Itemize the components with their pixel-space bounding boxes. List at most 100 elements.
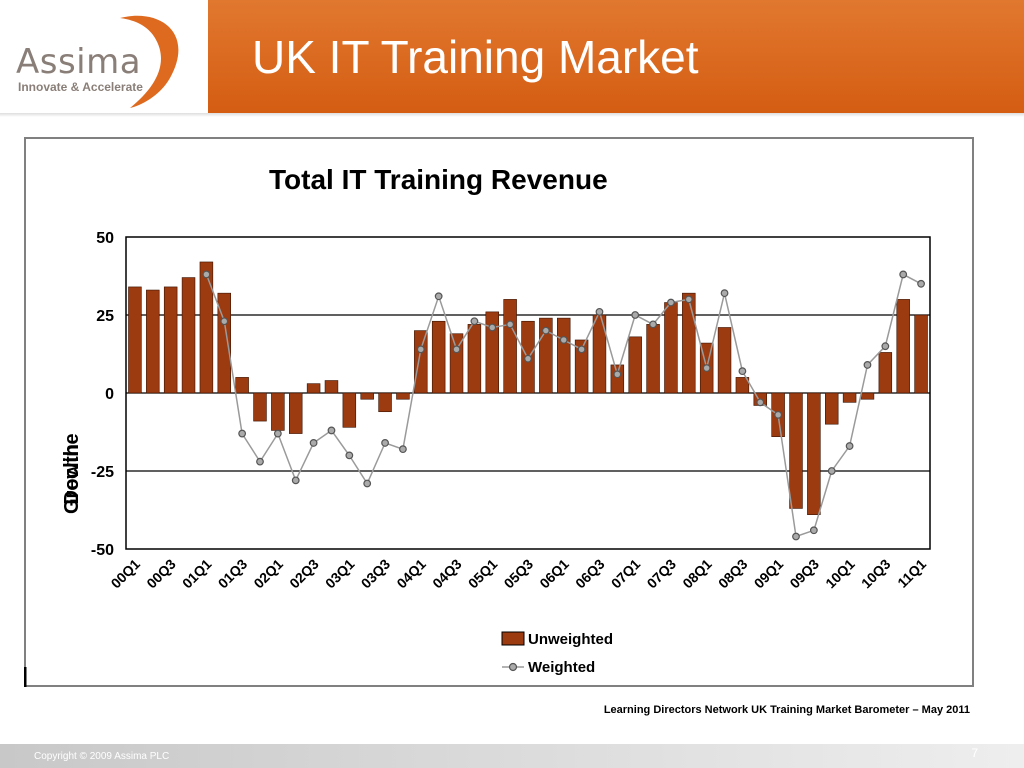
logo-name: Assima (16, 42, 142, 82)
point (541, 326, 550, 335)
point (720, 289, 729, 298)
bar (878, 352, 893, 394)
bar (628, 336, 642, 394)
bar (360, 392, 374, 400)
y-tick-label: -50 (91, 542, 114, 559)
legend-label-unweighted: Unweighted (528, 631, 613, 648)
point (684, 295, 693, 304)
point (488, 323, 497, 332)
legend-swatch-unweighted (501, 631, 525, 646)
slide-header: Assima Innovate & Accelerate UK IT Train… (0, 0, 1024, 117)
point (524, 354, 532, 363)
bar (414, 330, 428, 394)
bar (163, 286, 178, 394)
bar (896, 299, 910, 394)
point (774, 410, 783, 419)
revenue-chart: Total IT Training Revenue 50250-25-5000Q… (23, 137, 974, 687)
point (899, 270, 908, 279)
bar (289, 392, 303, 434)
legend-label-weighted: Weighted (528, 659, 595, 676)
bar (342, 392, 357, 428)
bar (807, 392, 821, 515)
point (452, 345, 461, 354)
bar (181, 277, 196, 394)
y-axis-label-decline: Decline (61, 433, 83, 504)
point (399, 445, 407, 454)
point (613, 370, 622, 379)
slide-footer: Copyright © 2009 Assima PLC 7 (0, 744, 1024, 768)
bar (253, 392, 267, 422)
bar (557, 317, 571, 394)
y-tick-label: -25 (91, 464, 114, 481)
bar (199, 261, 214, 394)
point (917, 279, 925, 288)
bar (914, 314, 928, 394)
point (506, 320, 515, 329)
legend: Unweighted Weighted (501, 631, 613, 676)
point (827, 467, 836, 475)
bar (842, 392, 857, 403)
chart-container: Total IT Training Revenue 50 25 0 -25 -50 00Q… (23, 137, 976, 688)
source-citation: Learning Directors Network UK Training M… (603, 704, 970, 716)
point (756, 398, 765, 407)
point (845, 442, 854, 450)
point (273, 429, 282, 438)
point (809, 526, 818, 535)
point (702, 364, 711, 372)
point (470, 317, 479, 326)
point (577, 345, 586, 354)
point (363, 479, 372, 488)
bar (431, 320, 446, 394)
point (434, 292, 443, 301)
header-divider (0, 113, 1024, 117)
point (256, 457, 264, 466)
point (863, 361, 872, 369)
point (649, 320, 657, 329)
bar (128, 286, 142, 394)
point (345, 451, 354, 460)
copyright-text: Copyright © 2009 Assima PLC (34, 751, 170, 762)
bar (324, 380, 339, 394)
bar (664, 302, 678, 394)
bar (682, 292, 696, 394)
point (416, 345, 425, 354)
point (327, 426, 336, 435)
bar (271, 392, 285, 431)
bar (860, 392, 875, 400)
bar (235, 377, 249, 394)
point (202, 270, 211, 279)
bar (789, 392, 803, 509)
chart-title: Total IT Training Revenue (269, 164, 608, 195)
bar (825, 392, 839, 425)
point (381, 439, 389, 447)
point (667, 298, 675, 307)
point (631, 311, 640, 319)
point (238, 429, 247, 438)
point (881, 342, 890, 351)
page-number: 7 (971, 746, 978, 760)
legend-marker-weighted (508, 662, 518, 672)
plot-frame (125, 236, 931, 550)
slide-title: UK IT Training Market (252, 31, 699, 83)
bar (574, 339, 589, 394)
y-tick-label: 50 (96, 230, 114, 247)
y-tick-label: 0 (105, 386, 114, 403)
bar (146, 289, 160, 394)
logo-tagline: Innovate & Accelerate (18, 80, 143, 94)
bar (396, 392, 410, 400)
bar (306, 383, 321, 394)
point (559, 336, 568, 344)
y-axis-label-growth: Growth (61, 444, 83, 514)
logo: Assima Innovate & Accelerate (0, 0, 208, 115)
bar (467, 324, 482, 394)
bar (485, 311, 499, 394)
point (220, 317, 229, 326)
title-bar: UK IT Training Market (208, 0, 1024, 113)
point (738, 367, 747, 376)
bar (646, 324, 660, 394)
point (595, 307, 604, 316)
bar (717, 327, 732, 394)
bar (735, 377, 750, 394)
bar (378, 392, 392, 413)
bar (503, 299, 517, 394)
